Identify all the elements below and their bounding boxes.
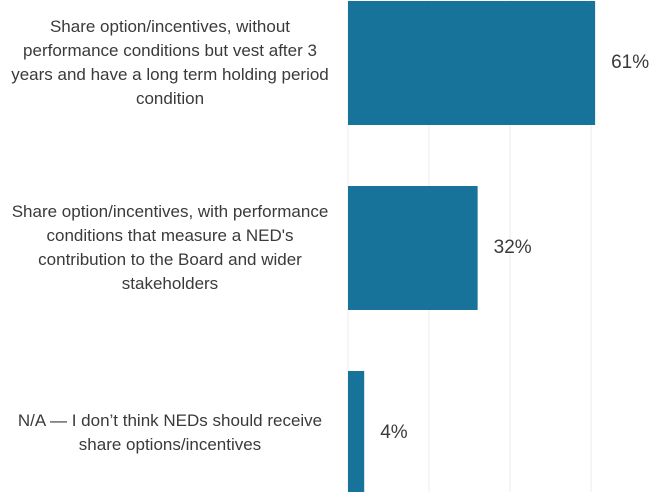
bar [348,1,596,125]
value-label: 32% [494,237,532,258]
value-label: 4% [380,422,408,443]
category-label: Share option/incentives, with performanc… [11,202,329,293]
bar [348,186,478,310]
category-label: Share option/incentives, without perform… [11,17,329,108]
category-label: N/A — I don’t think NEDs should receive … [17,411,323,454]
bar [348,371,365,492]
value-label: 61% [611,52,649,73]
